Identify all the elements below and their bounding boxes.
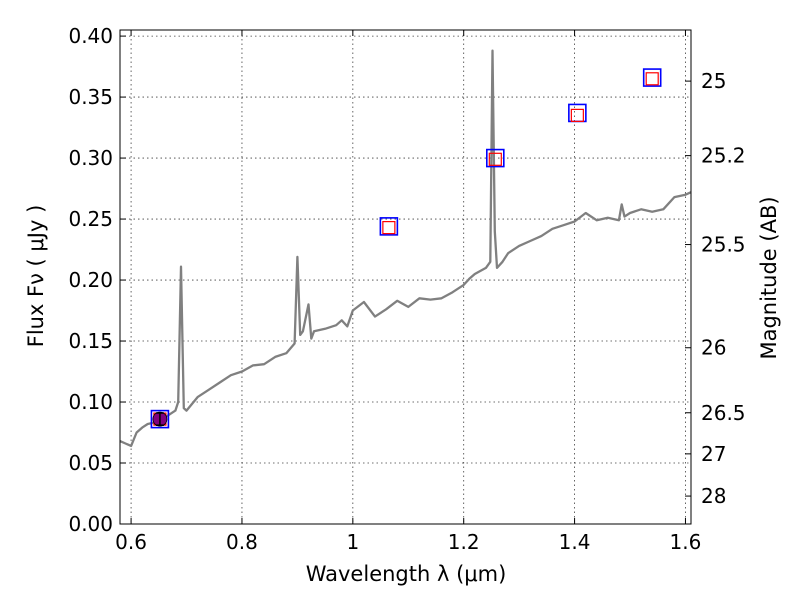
- y-tick-label: 0.20: [68, 268, 113, 292]
- y-axis-label: Flux Fν ( μJy ): [24, 205, 48, 348]
- y-tick-label: 0.05: [68, 451, 113, 475]
- photometry-square-marker: [570, 108, 584, 122]
- x-tick-label: 1.6: [670, 530, 702, 554]
- y-tick-label: 0.25: [68, 207, 113, 231]
- plot-frame: [119, 29, 692, 525]
- right-tick-label: 25: [701, 69, 726, 93]
- photometry-square-marker: [642, 68, 662, 87]
- right-tick-label: 27: [701, 442, 726, 466]
- photometry-square-marker: [486, 148, 505, 168]
- right-tick-label: 26: [701, 336, 726, 360]
- x-tick-label: 0.6: [115, 530, 147, 554]
- right-tick-label: 25.2: [701, 144, 746, 168]
- y-tick-label: 0.15: [68, 329, 113, 353]
- right-tick-label: 26.5: [701, 401, 746, 425]
- y-tick-label: 0.40: [68, 24, 113, 48]
- right-axis-label: Magnitude (AB): [757, 196, 781, 359]
- x-tick-label: 1.4: [559, 530, 591, 554]
- data-series: [119, 49, 692, 448]
- photometry-square-marker: [488, 152, 502, 166]
- y-tick-label: 0.10: [68, 390, 113, 414]
- y-tick-label: 0.35: [68, 85, 113, 109]
- y-tick-label: 0.30: [68, 146, 113, 170]
- spectrum-line: [119, 49, 692, 448]
- right-tick-label: 25.5: [701, 233, 746, 257]
- x-tick-label: 0.8: [226, 530, 258, 554]
- x-tick-label: 1: [346, 530, 359, 554]
- x-axis-label: Wavelength λ (μm): [306, 562, 507, 586]
- photometry-square-marker: [645, 72, 659, 86]
- x-tick-label: 1.2: [448, 530, 480, 554]
- grid-lines: [120, 30, 691, 525]
- photometry-square-marker: [379, 217, 399, 236]
- right-tick-label: 28: [701, 484, 726, 508]
- photometry-square-marker: [382, 221, 396, 235]
- photometry-square-marker: [150, 409, 170, 429]
- y-tick-label: 0.00: [68, 512, 113, 536]
- axis-ticks: 0.6 0.8 1 1.2 1.4 1.6 0.00 0.05 0.10 0.15 0.20 0.25…: [68, 24, 745, 554]
